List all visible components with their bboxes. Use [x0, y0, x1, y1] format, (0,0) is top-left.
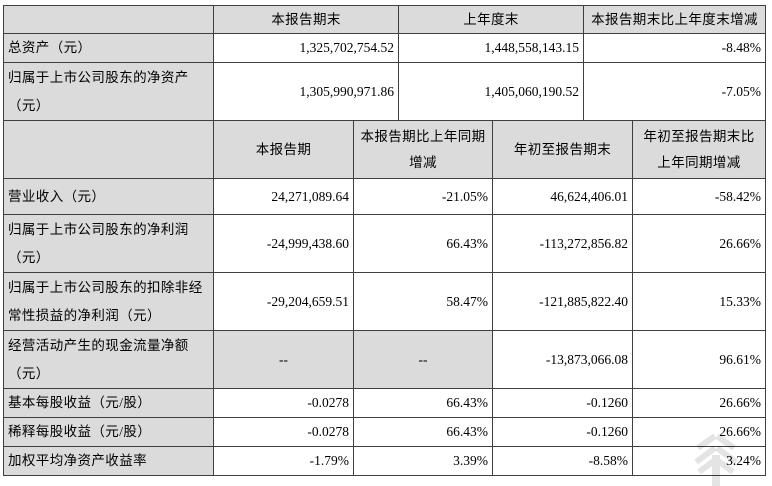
- value-cell: 1,305,990,971.86: [213, 62, 399, 121]
- value-cell-na: --: [353, 330, 493, 389]
- col-header-ytd-change-vs-same-period: 年初至报告期末比上年同期增减: [632, 120, 766, 179]
- table-row: 稀释每股收益（元/股） -0.0278 66.43% -0.1260 26.66…: [3, 417, 766, 447]
- value-cell: -8.48%: [583, 33, 766, 63]
- table-row: 营业收入（元） 24,271,089.64 -21.05% 46,624,406…: [3, 178, 766, 215]
- value-cell: -0.0278: [213, 388, 354, 418]
- value-cell: -0.1260: [492, 417, 633, 447]
- income-summary-table: 本报告期 本报告期比上年同期增减 年初至报告期末 年初至报告期末比上年同期增减 …: [3, 120, 766, 476]
- table-header-row: 本报告期末 上年度末 本报告期末比上年度末增减: [3, 5, 766, 34]
- empty-header-cell: [3, 120, 214, 179]
- row-label-basic-eps: 基本每股收益（元/股）: [3, 388, 214, 418]
- value-cell-na: --: [213, 330, 354, 389]
- table-header-row: 本报告期 本报告期比上年同期增减 年初至报告期末 年初至报告期末比上年同期增减: [3, 120, 766, 179]
- value-cell: 96.61%: [632, 330, 766, 389]
- value-cell: -24,999,438.60: [213, 214, 354, 273]
- value-cell: -0.1260: [492, 388, 633, 418]
- value-cell: 1,448,558,143.15: [398, 33, 584, 63]
- value-cell: -113,272,856.82: [492, 214, 633, 273]
- row-label-total-assets: 总资产（元）: [3, 33, 214, 63]
- value-cell: 46,624,406.01: [492, 178, 633, 215]
- table-row: 归属于上市公司股东的净利润（元） -24,999,438.60 66.43% -…: [3, 214, 766, 273]
- table-row: 总资产（元） 1,325,702,754.52 1,448,558,143.15…: [3, 33, 766, 63]
- value-cell: 66.43%: [353, 417, 493, 447]
- table-row: 归属于上市公司股东的净资产（元） 1,305,990,971.86 1,405,…: [3, 62, 766, 121]
- value-cell: 58.47%: [353, 272, 493, 331]
- value-cell: 1,325,702,754.52: [213, 33, 399, 63]
- col-header-change-vs-same-period: 本报告期比上年同期增减: [353, 120, 493, 179]
- value-cell: -13,873,066.08: [492, 330, 633, 389]
- empty-header-cell: [3, 5, 214, 34]
- col-header-current-period-end: 本报告期末: [213, 5, 399, 34]
- balance-summary-table: 本报告期末 上年度末 本报告期末比上年度末增减 总资产（元） 1,325,702…: [3, 5, 766, 121]
- value-cell: 26.66%: [632, 417, 766, 447]
- table-row: 基本每股收益（元/股） -0.0278 66.43% -0.1260 26.66…: [3, 388, 766, 418]
- row-label-operating-revenue: 营业收入（元）: [3, 178, 214, 215]
- table-row: 加权平均净资产收益率 -1.79% 3.39% -8.58% 3.24%: [3, 446, 766, 476]
- value-cell: 1,405,060,190.52: [398, 62, 584, 121]
- value-cell: -8.58%: [492, 446, 633, 476]
- row-label-net-profit-excl-nonrecurring: 归属于上市公司股东的扣除非经常性损益的净利润（元）: [3, 272, 214, 331]
- value-cell: -58.42%: [632, 178, 766, 215]
- col-header-change-vs-prior-year-end: 本报告期末比上年度末增减: [583, 5, 766, 34]
- value-cell: -21.05%: [353, 178, 493, 215]
- value-cell: -121,885,822.40: [492, 272, 633, 331]
- value-cell: 66.43%: [353, 214, 493, 273]
- value-cell: 26.66%: [632, 214, 766, 273]
- value-cell: 26.66%: [632, 388, 766, 418]
- col-header-year-to-date: 年初至报告期末: [492, 120, 633, 179]
- value-cell: -0.0278: [213, 417, 354, 447]
- row-label-net-assets: 归属于上市公司股东的净资产（元）: [3, 62, 214, 121]
- table-row: 经营活动产生的现金流量净额（元） -- -- -13,873,066.08 96…: [3, 330, 766, 389]
- value-cell: 3.39%: [353, 446, 493, 476]
- row-label-diluted-eps: 稀释每股收益（元/股）: [3, 417, 214, 447]
- table-row: 归属于上市公司股东的扣除非经常性损益的净利润（元） -29,204,659.51…: [3, 272, 766, 331]
- value-cell: 66.43%: [353, 388, 493, 418]
- value-cell: -7.05%: [583, 62, 766, 121]
- row-label-operating-cashflow: 经营活动产生的现金流量净额（元）: [3, 330, 214, 389]
- value-cell: 24,271,089.64: [213, 178, 354, 215]
- value-cell: 3.24%: [632, 446, 766, 476]
- row-label-weighted-avg-roe: 加权平均净资产收益率: [3, 446, 214, 476]
- col-header-prior-year-end: 上年度末: [398, 5, 584, 34]
- value-cell: -29,204,659.51: [213, 272, 354, 331]
- value-cell: 15.33%: [632, 272, 766, 331]
- value-cell: -1.79%: [213, 446, 354, 476]
- row-label-net-profit: 归属于上市公司股东的净利润（元）: [3, 214, 214, 273]
- col-header-current-period: 本报告期: [213, 120, 354, 179]
